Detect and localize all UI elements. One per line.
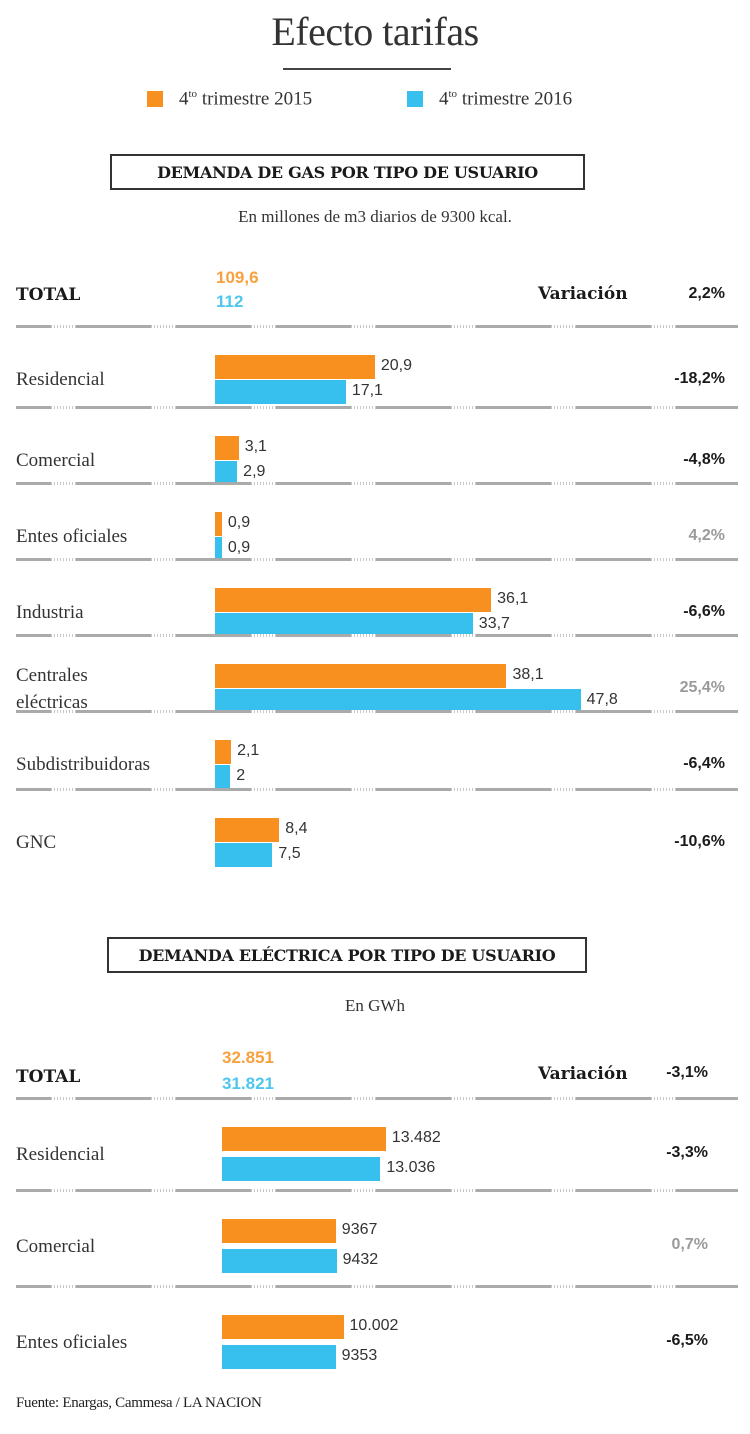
electric-variation-label: Variación (538, 1064, 628, 1084)
bar-2015 (222, 1219, 336, 1243)
gas-total-label: TOTAL (16, 285, 81, 305)
bar-value-label-2015: 10.002 (349, 1317, 399, 1334)
bar-2016 (222, 1157, 381, 1181)
row-divider (16, 1189, 738, 1192)
source-note: Fuente: Enargas, Cammesa / LA NACION (16, 1395, 262, 1411)
electric-section-subtitle: En GWh (345, 996, 405, 1015)
bar-2015 (215, 355, 375, 379)
electric-section-title: DEMANDA ELÉCTRICA POR TIPO DE USUARIO (107, 937, 587, 973)
bar-value-label-2016: 0,9 (227, 539, 251, 556)
legend-swatch-2016 (407, 91, 423, 108)
legend-swatch-2015 (147, 91, 163, 108)
row-divider (16, 1097, 738, 1100)
electric-total-2016: 31.821 (222, 1074, 274, 1093)
variation-value: 25,4% (679, 678, 725, 696)
bar-2016 (215, 765, 231, 789)
bar-2016 (215, 843, 273, 867)
category-label: Industria (16, 602, 84, 623)
chart-title: Efecto tarifas (271, 9, 479, 54)
category-label: Subdistribuidoras (16, 754, 151, 775)
bar-2016 (215, 689, 581, 713)
variation-value: -4,8% (683, 450, 725, 468)
category-label: Comercial (16, 450, 96, 471)
bar-value-label-2016: 2 (236, 767, 246, 784)
bar-value-label-2015: 38,1 (512, 666, 544, 683)
category-label: Residencial (16, 369, 105, 390)
bar-2016 (222, 1345, 336, 1369)
bar-value-label-2016: 9432 (342, 1251, 379, 1268)
category-label: Residencial (16, 1143, 105, 1165)
bar-2016 (215, 461, 238, 485)
row-divider (16, 710, 738, 713)
category-label: Centrales eléctricas (16, 664, 88, 713)
bar-value-label-2016: 7,5 (278, 845, 301, 862)
bar-value-label-2016: 33,7 (478, 615, 510, 632)
legend-label-2016: 4to trimestre 2016 (439, 88, 573, 110)
variation-value: -6,5% (666, 1332, 708, 1349)
bar-2015 (215, 588, 492, 612)
bar-2015 (215, 664, 507, 688)
row-divider (16, 558, 738, 561)
variation-value: -10,6% (674, 832, 725, 850)
legend: 4to trimestre 2015 4to trimestre 2016 (0, 88, 750, 118)
bar-2016 (215, 380, 346, 404)
category-label: Comercial (16, 1235, 96, 1257)
bar-2015 (222, 1315, 344, 1339)
variation-value: -6,4% (683, 754, 725, 772)
legend-item-2015: 4to trimestre 2015 (147, 88, 312, 110)
bar-value-label-2015: 36,1 (497, 590, 529, 607)
bar-value-label-2015: 20,9 (380, 357, 413, 374)
variation-value: -6,6% (683, 602, 725, 620)
bar-2015 (215, 436, 239, 460)
bar-2015 (215, 740, 232, 764)
electric-total-variation: -3,1% (666, 1064, 708, 1081)
variation-value: 4,2% (688, 526, 725, 544)
bar-value-label-2015: 8,4 (285, 820, 308, 837)
bar-value-label-2015: 9367 (341, 1221, 378, 1238)
variation-value: 0,7% (671, 1236, 708, 1253)
gas-total-2016: 112 (216, 292, 244, 311)
row-divider (16, 406, 738, 409)
bar-2015 (215, 512, 222, 536)
bar-value-label-2016: 9353 (341, 1347, 378, 1364)
row-divider (16, 1285, 738, 1288)
electric-total-2015: 32.851 (222, 1048, 274, 1067)
electric-total-label: TOTAL (16, 1067, 81, 1087)
bar-value-label-2016: 47,8 (586, 691, 618, 708)
bar-2016 (222, 1249, 337, 1273)
category-label: Entes oficiales (16, 526, 128, 547)
bar-value-label-2015: 0,9 (227, 514, 251, 531)
gas-total-variation: 2,2% (688, 285, 725, 302)
gas-section-title: DEMANDA DE GAS POR TIPO DE USUARIO (110, 154, 585, 190)
legend-item-2016: 4to trimestre 2016 (407, 88, 572, 110)
bar-value-label-2015: 2,1 (237, 742, 260, 759)
category-label: GNC (16, 832, 57, 853)
gas-variation-label: Variación (538, 284, 628, 304)
bar-2016 (215, 537, 222, 561)
bar-2015 (222, 1127, 386, 1151)
category-label: Entes oficiales (16, 1331, 128, 1353)
variation-value: -18,2% (674, 369, 725, 387)
variation-value: -3,3% (666, 1144, 708, 1161)
bar-value-label-2015: 3,1 (244, 438, 267, 455)
row-divider (16, 634, 738, 637)
bar-2015 (215, 818, 280, 842)
bar-value-label-2016: 2,9 (243, 463, 266, 480)
gas-total-2015: 109,6 (216, 268, 259, 287)
legend-label-2015: 4to trimestre 2015 (179, 88, 313, 110)
bar-2016 (215, 613, 473, 637)
bar-value-label-2016: 13.036 (386, 1159, 436, 1176)
bar-value-label-2016: 17,1 (351, 382, 383, 399)
gas-section-subtitle: En millones de m3 diarios de 9300 kcal. (238, 207, 512, 226)
bar-value-label-2015: 13.482 (391, 1129, 441, 1146)
row-divider (16, 482, 738, 485)
title-underline (283, 68, 451, 70)
row-divider (16, 788, 738, 791)
row-divider (16, 325, 738, 328)
